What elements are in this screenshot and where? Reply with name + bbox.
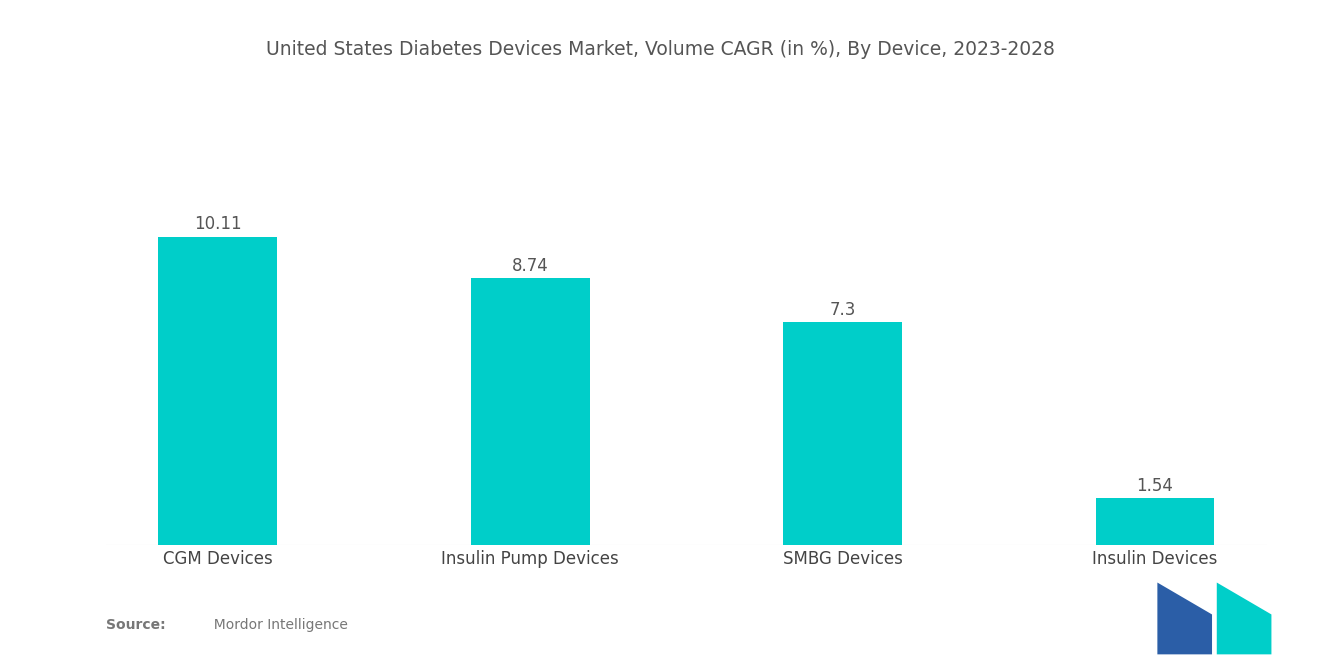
Text: 7.3: 7.3 bbox=[829, 301, 855, 319]
Text: 8.74: 8.74 bbox=[512, 257, 549, 275]
Text: 10.11: 10.11 bbox=[194, 215, 242, 233]
Bar bbox=[783, 323, 902, 545]
Text: United States Diabetes Devices Market, Volume CAGR (in %), By Device, 2023-2028: United States Diabetes Devices Market, V… bbox=[265, 40, 1055, 59]
Polygon shape bbox=[1217, 583, 1271, 654]
Text: 1.54: 1.54 bbox=[1137, 477, 1173, 495]
Text: Source:: Source: bbox=[106, 618, 165, 632]
Text: Mordor Intelligence: Mordor Intelligence bbox=[205, 618, 347, 632]
Polygon shape bbox=[1158, 583, 1212, 654]
Bar bbox=[158, 237, 277, 545]
Bar bbox=[1096, 498, 1214, 545]
Bar bbox=[471, 279, 590, 545]
